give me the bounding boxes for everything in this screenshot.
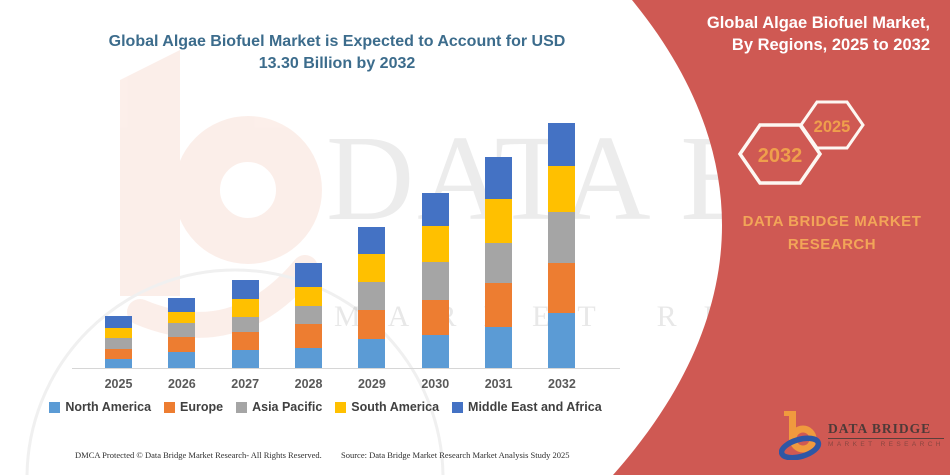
x-tick-2028: 2028: [294, 377, 323, 391]
legend-label-middle-east-and-africa: Middle East and Africa: [468, 400, 602, 414]
bar-segment-north-america: [231, 349, 259, 368]
bar-segment-south-america: [105, 328, 132, 339]
x-tick-2030: 2030: [421, 377, 450, 391]
bar-2026: [168, 298, 196, 368]
bar-segment-asia-pacific: [485, 242, 513, 283]
footer-dmca-text: DMCA Protected © Data Bridge Market Rese…: [75, 450, 322, 460]
x-tick-2025: 2025: [104, 377, 133, 391]
bar-segment-middle-east-and-africa: [421, 193, 449, 227]
bar-segment-europe: [358, 310, 386, 340]
bar-segment-north-america: [485, 326, 513, 368]
bar-segment-middle-east-and-africa: [168, 298, 196, 313]
chart-title: Global Algae Biofuel Market is Expected …: [108, 33, 566, 72]
legend-label-europe: Europe: [180, 400, 224, 414]
legend-item-middle-east-and-africa: Middle East and Africa: [452, 400, 602, 414]
watermark-b-stem: [120, 50, 180, 296]
legend-swatch-europe: [164, 401, 176, 413]
bar-segment-north-america: [421, 335, 449, 368]
legend-item-south-america: South America: [335, 400, 439, 414]
bar-segment-middle-east-and-africa: [105, 316, 132, 329]
bar-segment-south-america: [231, 298, 259, 317]
bar-segment-asia-pacific: [105, 338, 132, 350]
bar-segment-south-america: [548, 165, 576, 213]
x-tick-2029: 2029: [357, 377, 386, 391]
bar-segment-south-america: [295, 286, 323, 306]
bar-2028: [295, 263, 323, 368]
bar-segment-north-america: [295, 347, 323, 368]
legend-label-asia-pacific: Asia Pacific: [252, 400, 323, 414]
bar-segment-asia-pacific: [548, 212, 576, 264]
bar-2025: [105, 316, 132, 368]
legend-item-europe: Europe: [164, 400, 223, 414]
x-axis-line: [72, 368, 620, 369]
bar-segment-north-america: [105, 359, 132, 368]
watermark-b-bowl: [174, 116, 322, 264]
legend-label-south-america: South America: [351, 400, 440, 414]
bar-segment-north-america: [358, 339, 386, 368]
bar-segment-south-america: [358, 254, 386, 283]
bar-segment-europe: [295, 324, 323, 348]
watermark-b-swoosh: [127, 255, 318, 338]
watermark-circle: [25, 268, 445, 475]
bar-segment-north-america: [168, 352, 196, 368]
bar-segment-europe: [548, 263, 576, 313]
legend-swatch-south-america: [335, 401, 347, 413]
bar-segment-middle-east-and-africa: [485, 156, 513, 199]
bar-segment-asia-pacific: [421, 262, 449, 300]
legend-swatch-asia-pacific: [236, 401, 248, 413]
bar-segment-north-america: [548, 312, 576, 368]
bar-2030: [421, 193, 449, 368]
bar-segment-asia-pacific: [358, 282, 386, 311]
bar-segment-asia-pacific: [231, 316, 259, 332]
bar-segment-europe: [168, 337, 196, 352]
x-tick-2026: 2026: [167, 377, 196, 391]
bar-segment-middle-east-and-africa: [231, 279, 259, 299]
x-tick-2032: 2032: [548, 377, 576, 391]
bar-2032: [548, 123, 576, 368]
legend-label-north-america: North America: [65, 400, 152, 414]
bar-segment-europe: [231, 331, 259, 350]
legend-item-asia-pacific: Asia Pacific: [236, 400, 322, 414]
red-panel-shape: [613, 0, 950, 475]
bar-segment-south-america: [485, 198, 513, 243]
legend-swatch-middle-east-and-africa: [452, 401, 464, 413]
bar-2027: [231, 279, 259, 368]
bar-segment-middle-east-and-africa: [548, 123, 576, 166]
x-tick-2031: 2031: [484, 377, 513, 391]
bar-segment-middle-east-and-africa: [295, 263, 323, 287]
x-tick-2027: 2027: [231, 377, 260, 391]
chart-legend: North America Europe Asia Pacific South Ame…: [49, 400, 602, 414]
bar-segment-south-america: [421, 226, 449, 263]
legend-swatch-north-america: [49, 401, 61, 413]
bar-segment-middle-east-and-africa: [358, 227, 386, 255]
bar-2029: [358, 227, 386, 368]
bar-segment-europe: [485, 282, 513, 327]
legend-item-north-america: North America: [49, 400, 151, 414]
footer-source-text: Source: Data Bridge Market Research Mark…: [341, 450, 570, 460]
bar-segment-south-america: [168, 312, 196, 324]
bar-2031: [485, 156, 513, 368]
bar-segment-asia-pacific: [168, 323, 196, 338]
bar-segment-asia-pacific: [295, 305, 323, 325]
bar-segment-europe: [105, 349, 132, 359]
bar-segment-europe: [421, 300, 449, 335]
